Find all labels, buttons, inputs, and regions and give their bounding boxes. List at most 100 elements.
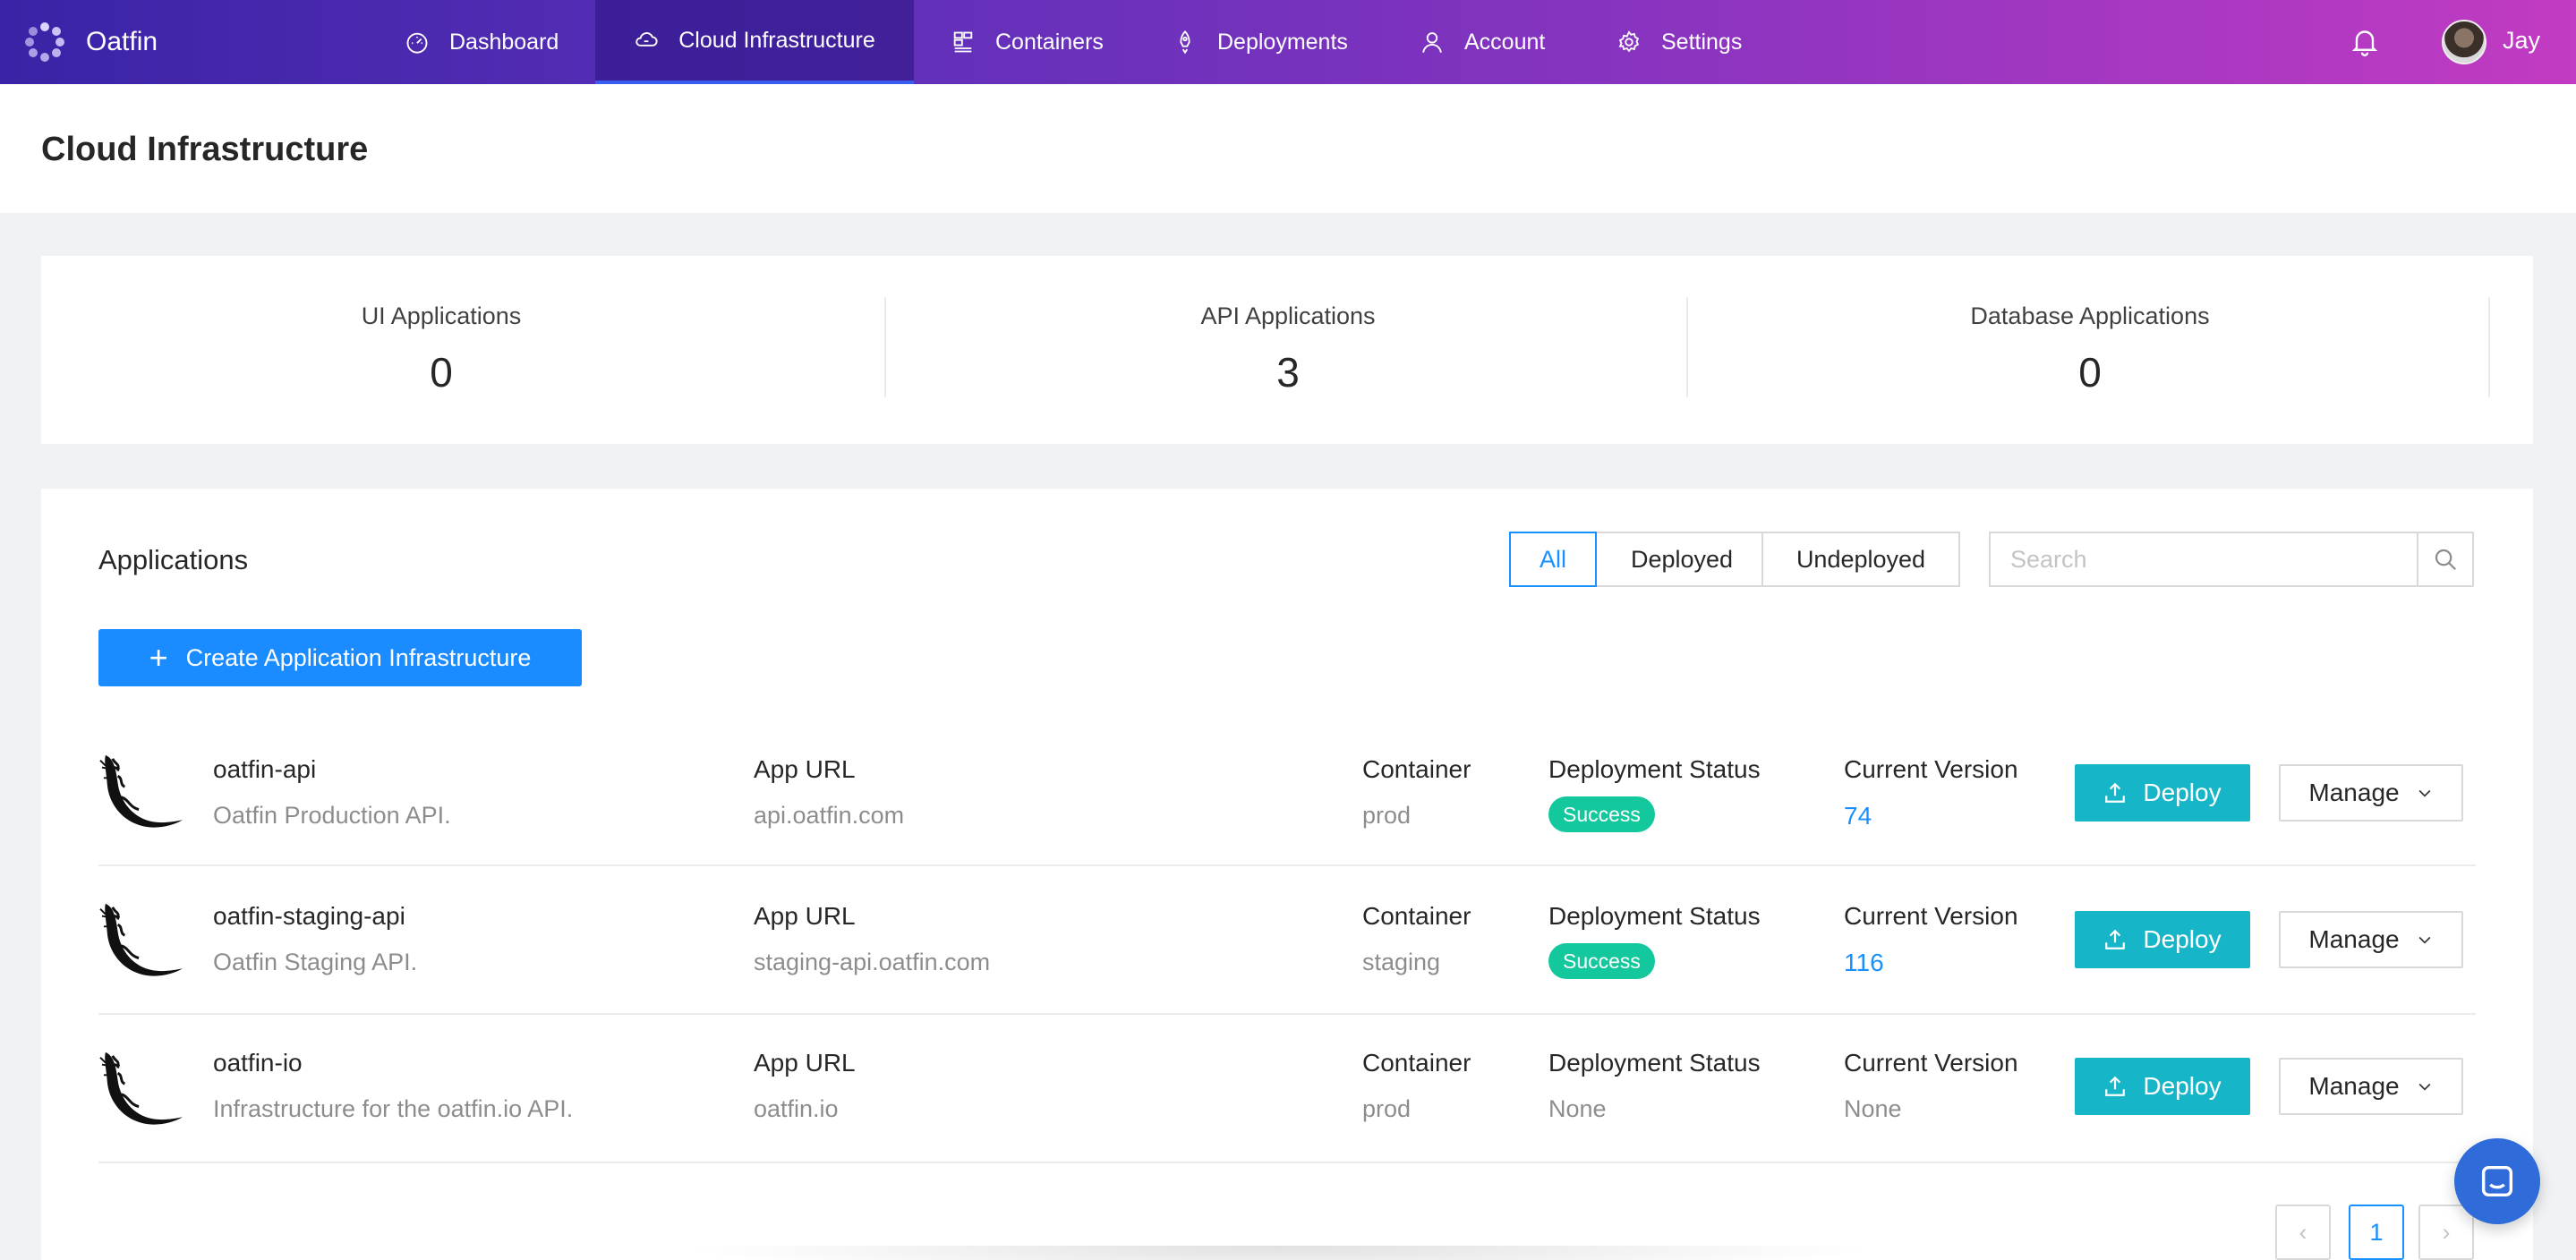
nav-cloud-label: Cloud Infrastructure xyxy=(678,27,875,53)
version-label: Current Version xyxy=(1844,755,2018,783)
bottom-shadow xyxy=(680,1246,1880,1260)
manage-dropdown[interactable]: Manage xyxy=(2279,911,2463,968)
rocket-icon xyxy=(1180,30,1190,55)
app-name[interactable]: oatfin-io xyxy=(213,1049,303,1077)
filter-all[interactable]: All xyxy=(1509,532,1597,587)
app-description: Infrastructure for the oatfin.io API. xyxy=(213,1095,574,1122)
gear-icon xyxy=(1618,30,1640,53)
container-label: Container xyxy=(1362,755,1471,783)
nav-cloud-infrastructure[interactable]: Cloud Infrastructure xyxy=(595,0,914,84)
page-header: Cloud Infrastructure xyxy=(0,84,2576,213)
version-label: Current Version xyxy=(1844,1049,2018,1077)
chat-icon xyxy=(2481,1165,2513,1197)
manage-dropdown[interactable]: Manage xyxy=(2279,1058,2463,1115)
nav-settings[interactable]: Settings xyxy=(1616,0,1742,84)
app-url-label: App URL xyxy=(754,755,856,783)
deploy-label: Deploy xyxy=(2143,1072,2222,1100)
container-value: prod xyxy=(1362,1095,1412,1122)
applications-card: Applications All Deployed Undeployed + C… xyxy=(41,489,2533,1260)
container-label: Container xyxy=(1362,1049,1471,1077)
page-title: Cloud Infrastructure xyxy=(41,131,369,168)
app-description: Oatfin Staging API. xyxy=(213,949,418,975)
container-value: prod xyxy=(1362,802,1412,829)
status-label: Deployment Status xyxy=(1548,755,1761,783)
table-row: oatfin-io Infrastructure for the oatfin.… xyxy=(98,1017,2476,1163)
nav-settings-label: Settings xyxy=(1661,29,1743,55)
manage-label: Manage xyxy=(2308,1072,2400,1100)
stat-value: 3 xyxy=(1276,349,1300,396)
search-input[interactable] xyxy=(1989,532,2418,587)
chevron-down-icon xyxy=(2418,789,2431,797)
deploy-button[interactable]: Deploy xyxy=(2075,764,2250,822)
deploy-button[interactable]: Deploy xyxy=(2075,911,2250,968)
nav-deployments[interactable]: Deployments xyxy=(1173,0,1348,84)
create-application-button[interactable]: + Create Application Infrastructure xyxy=(98,629,582,686)
nav-containers-label: Containers xyxy=(995,29,1104,55)
filter-deployed[interactable]: Deployed xyxy=(1595,532,1769,587)
flask-icon xyxy=(99,903,183,976)
deploy-button[interactable]: Deploy xyxy=(2075,1058,2250,1115)
user-name[interactable]: Jay xyxy=(2503,27,2541,54)
stat-database-applications: Database Applications 0 xyxy=(1690,297,2490,397)
applications-title: Applications xyxy=(98,544,249,575)
chevron-down-icon xyxy=(2418,936,2431,944)
app-name[interactable]: oatfin-staging-api xyxy=(213,902,405,930)
stat-api-applications: API Applications 3 xyxy=(888,297,1688,397)
table-row: oatfin-api Oatfin Production API. App UR… xyxy=(98,719,2476,866)
avatar[interactable] xyxy=(2442,20,2486,64)
cloud-icon xyxy=(635,32,658,47)
bell-icon[interactable] xyxy=(2349,25,2381,57)
chat-widget-button[interactable] xyxy=(2454,1138,2540,1224)
stat-label: UI Applications xyxy=(361,302,522,329)
app-name[interactable]: oatfin-api xyxy=(213,755,317,783)
divider xyxy=(1686,297,1688,397)
status-badge: Success xyxy=(1548,796,1655,832)
container-value: staging xyxy=(1362,949,1441,975)
oatfin-logo-icon xyxy=(25,22,64,62)
stat-label: API Applications xyxy=(1200,302,1376,329)
chevron-down-icon xyxy=(2418,1083,2431,1091)
search-button[interactable] xyxy=(2417,532,2474,587)
nav-containers[interactable]: Containers xyxy=(951,0,1104,84)
app-url-label: App URL xyxy=(754,902,856,930)
deploy-label: Deploy xyxy=(2143,779,2222,806)
brand[interactable]: Oatfin xyxy=(25,0,158,84)
pagination-page-1[interactable]: 1 xyxy=(2349,1205,2404,1260)
brand-name: Oatfin xyxy=(86,27,158,56)
plus-icon: + xyxy=(149,639,168,676)
nav-account-label: Account xyxy=(1464,29,1546,55)
stat-value: 0 xyxy=(2078,349,2102,396)
nav-dashboard-label: Dashboard xyxy=(449,29,559,55)
stat-value: 0 xyxy=(430,349,453,396)
flask-icon xyxy=(99,1051,183,1125)
dashboard-icon xyxy=(406,32,428,54)
version-link[interactable]: 116 xyxy=(1844,949,1884,976)
upload-icon xyxy=(2105,929,2126,949)
divider xyxy=(884,297,886,397)
status-badge: Success xyxy=(1548,943,1655,979)
nav-dashboard[interactable]: Dashboard xyxy=(405,0,559,84)
filter-undeployed[interactable]: Undeployed xyxy=(1761,532,1960,587)
divider xyxy=(2488,297,2490,397)
status-label: Deployment Status xyxy=(1548,1049,1761,1077)
user-icon xyxy=(1422,32,1442,53)
stats-card: UI Applications 0 API Applications 3 Dat… xyxy=(41,256,2533,444)
version-link[interactable]: 74 xyxy=(1844,802,1872,830)
version-value: None xyxy=(1844,1095,1902,1122)
app-description: Oatfin Production API. xyxy=(213,802,451,829)
pagination-prev-button[interactable]: ‹ xyxy=(2275,1205,2331,1260)
stat-ui-applications: UI Applications 0 xyxy=(41,297,841,397)
create-application-label: Create Application Infrastructure xyxy=(185,643,532,671)
deploy-label: Deploy xyxy=(2143,925,2222,953)
version-label: Current Version xyxy=(1844,902,2018,930)
app-url: oatfin.io xyxy=(754,1095,839,1122)
manage-dropdown[interactable]: Manage xyxy=(2279,764,2463,822)
pagination-next-button[interactable]: › xyxy=(2418,1205,2474,1260)
app-url-label: App URL xyxy=(754,1049,856,1077)
top-nav: Oatfin Dashboard Cloud Infrastructure Co… xyxy=(0,0,2576,84)
status-value: None xyxy=(1548,1095,1607,1122)
nav-account[interactable]: Account xyxy=(1420,0,1545,84)
app-url: api.oatfin.com xyxy=(754,802,905,829)
stat-label: Database Applications xyxy=(1970,302,2210,329)
containers-icon xyxy=(953,31,973,53)
